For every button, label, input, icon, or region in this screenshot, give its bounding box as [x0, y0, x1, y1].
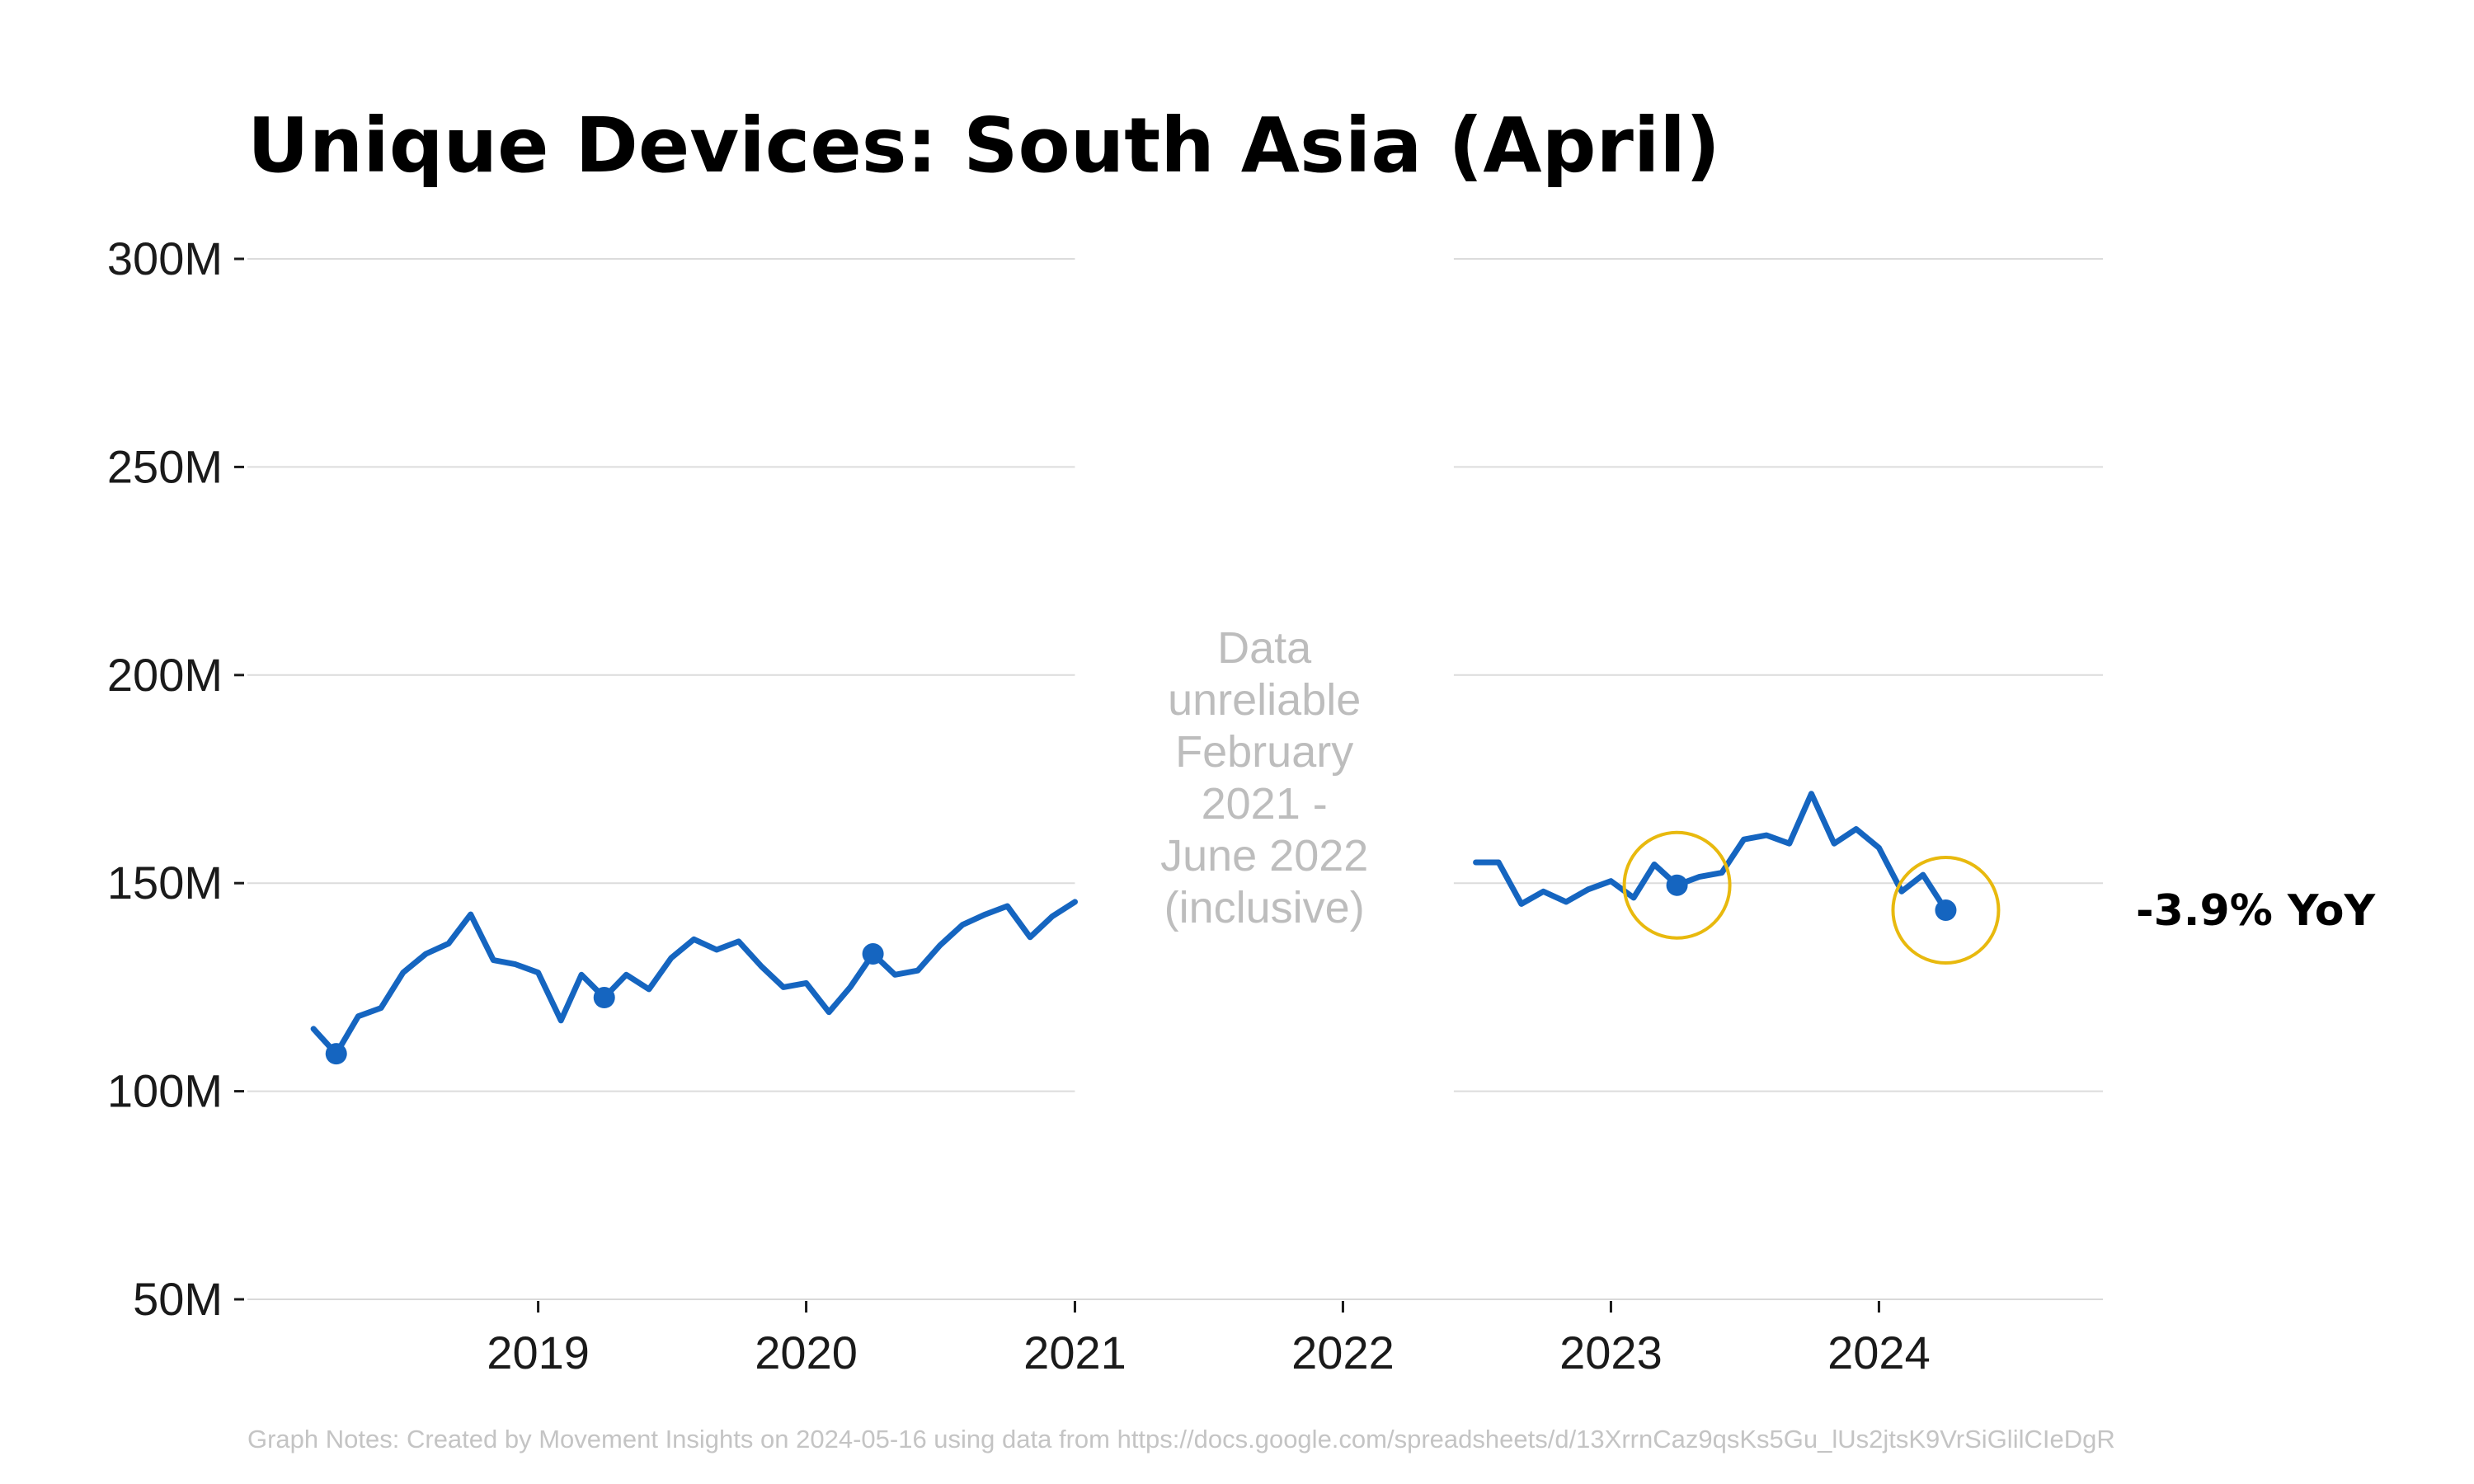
x-tick-label: 2019 [487, 1327, 590, 1378]
x-tick-label: 2023 [1559, 1327, 1663, 1378]
data-point-marker [862, 943, 884, 965]
chart-title: Unique Devices: South Asia (April) [247, 101, 1720, 190]
data-point-marker [593, 987, 615, 1009]
footer-note: Graph Notes: Created by Movement Insight… [247, 1425, 2115, 1453]
data-point-marker [1935, 899, 1957, 922]
markers [325, 830, 2001, 1065]
gap-note-line: (inclusive) [1164, 883, 1365, 932]
y-tick-label: 300M [107, 232, 223, 284]
data-point-marker [325, 1043, 347, 1065]
yoy-annotation: -3.9% YoY [2136, 886, 2377, 936]
y-tick-label: 200M [107, 649, 223, 701]
highlight-circle [1891, 856, 2001, 965]
gap-note-line: 2021 - [1202, 779, 1328, 829]
series [310, 791, 1949, 1057]
x-tick-label: 2021 [1023, 1327, 1126, 1378]
x-tick-label: 2022 [1291, 1327, 1395, 1378]
gap-note-line: June 2022 [1160, 831, 1368, 881]
y-tick-label: 50M [133, 1273, 223, 1325]
gap-note-line: February [1175, 727, 1353, 777]
highlight-circle [1622, 830, 1732, 940]
grid [247, 258, 2103, 1300]
y-tick-label: 150M [107, 857, 223, 909]
axes: 50M 100M 150M 200M 250M 300M 2019 2020 2021 2022 2… [107, 232, 1931, 1378]
data-point-marker [1666, 874, 1688, 896]
gap-note-line: unreliable [1168, 675, 1361, 725]
series-line [310, 899, 1078, 1057]
y-tick-label: 100M [107, 1065, 223, 1117]
x-tick-label: 2020 [755, 1327, 858, 1378]
series-line [1473, 791, 1949, 913]
gap-note-line: Data [1217, 623, 1312, 673]
y-tick-label: 250M [107, 440, 223, 492]
x-tick-label: 2024 [1827, 1327, 1931, 1378]
